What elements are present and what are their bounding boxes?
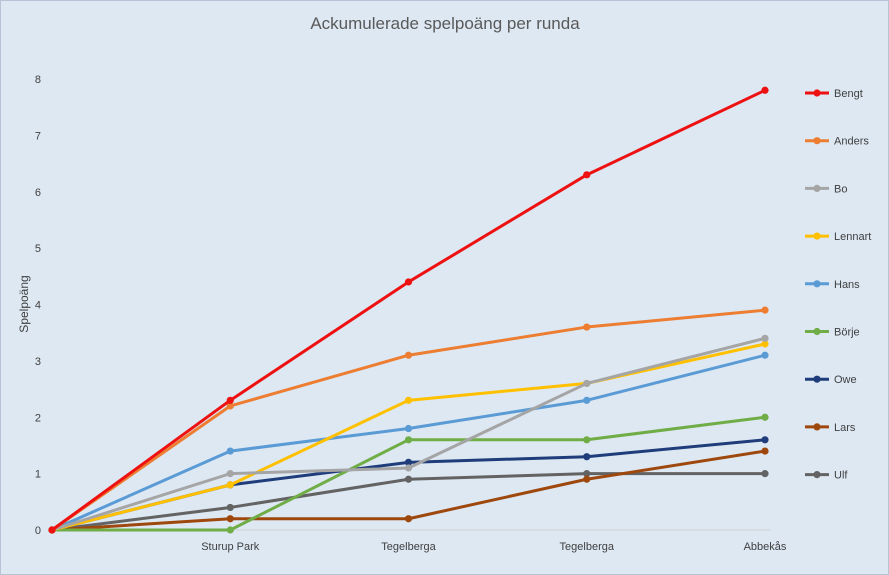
data-point — [404, 464, 413, 472]
data-point — [404, 475, 413, 483]
y-tick-label: 2 — [35, 412, 41, 424]
data-point — [226, 503, 234, 512]
data-point — [583, 470, 591, 478]
legend-item: Owe — [805, 374, 857, 386]
data-point — [583, 323, 591, 331]
data-point — [404, 458, 413, 466]
y-axis-label: Spelpoäng — [17, 275, 31, 332]
series-bo — [48, 334, 769, 534]
legend-label: Hans — [834, 279, 860, 291]
legend-marker — [813, 375, 821, 383]
data-point — [404, 278, 413, 286]
data-point — [761, 351, 769, 359]
y-tick-label: 5 — [35, 243, 41, 255]
chart-title: Ackumulerade spelpoäng per runda — [310, 14, 580, 33]
legend-item: Lennart — [805, 231, 871, 243]
legend-marker — [813, 184, 821, 192]
legend-item: Bo — [805, 183, 847, 195]
data-point — [761, 470, 769, 478]
data-point — [226, 526, 234, 534]
y-tick-label: 3 — [35, 356, 41, 368]
data-point — [761, 413, 769, 421]
legend-item: Anders — [805, 136, 869, 148]
legend-item: Börje — [805, 327, 860, 339]
data-point — [404, 436, 413, 444]
legend-item: Ulf — [805, 470, 848, 482]
legend-label: Börje — [834, 327, 860, 339]
data-point — [226, 470, 234, 478]
data-point — [48, 526, 56, 534]
data-point — [761, 334, 769, 342]
legend-item: Lars — [805, 422, 856, 434]
data-point — [583, 475, 591, 483]
series-anders — [48, 306, 769, 534]
y-tick-label: 8 — [35, 74, 41, 86]
legend-marker — [813, 137, 821, 145]
y-tick-label: 0 — [35, 525, 41, 537]
legend-marker — [813, 471, 821, 479]
data-point — [761, 436, 769, 444]
data-point — [226, 402, 234, 410]
legend-label: Bengt — [834, 88, 863, 100]
data-point — [761, 340, 769, 348]
data-point — [761, 86, 769, 94]
legend-marker — [813, 280, 821, 288]
x-tick-label: Sturup Park — [201, 541, 260, 553]
data-point — [226, 447, 234, 455]
data-point — [404, 515, 413, 523]
legend-label: Lennart — [834, 231, 871, 243]
data-point — [226, 515, 234, 523]
legend-marker — [813, 232, 821, 240]
data-point — [761, 306, 769, 314]
legend-marker — [813, 89, 821, 97]
legend-label: Anders — [834, 136, 869, 148]
data-point — [583, 453, 591, 461]
legend-label: Owe — [834, 374, 857, 386]
data-point — [583, 436, 591, 444]
data-point — [404, 424, 413, 433]
legend-marker — [813, 327, 821, 336]
legend-item: Bengt — [805, 88, 863, 100]
data-point — [226, 481, 234, 489]
y-tick-label: 1 — [35, 469, 41, 481]
data-point — [583, 171, 591, 179]
data-point — [583, 396, 591, 404]
legend-label: Ulf — [834, 470, 848, 482]
legend-item: Hans — [805, 279, 860, 291]
legend-label: Bo — [834, 183, 847, 195]
x-tick-label: Tegelberga — [560, 541, 615, 553]
data-point — [404, 396, 413, 404]
x-tick-label: Abbekås — [744, 541, 787, 553]
data-point — [226, 396, 234, 404]
data-point — [761, 447, 769, 455]
y-tick-label: 6 — [35, 187, 41, 199]
legend-label: Lars — [834, 422, 856, 434]
data-point — [404, 351, 413, 359]
series-bengt — [48, 86, 769, 534]
y-tick-label: 7 — [35, 130, 41, 142]
data-point — [583, 379, 591, 388]
legend-marker — [813, 423, 821, 431]
x-tick-label: Tegelberga — [381, 541, 436, 553]
y-tick-label: 4 — [35, 300, 41, 312]
